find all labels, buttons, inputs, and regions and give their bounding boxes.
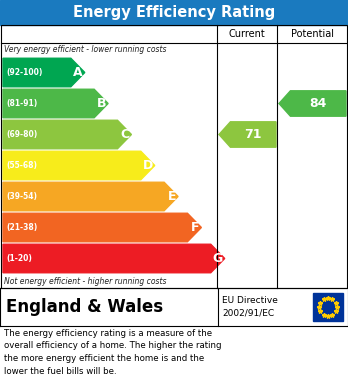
Text: England & Wales: England & Wales <box>6 298 163 316</box>
Text: Current: Current <box>229 29 266 39</box>
Text: (55-68): (55-68) <box>6 161 37 170</box>
Text: (81-91): (81-91) <box>6 99 37 108</box>
Polygon shape <box>3 120 132 149</box>
Text: 71: 71 <box>244 128 262 141</box>
Polygon shape <box>3 89 108 118</box>
Text: C: C <box>120 128 129 141</box>
Text: (92-100): (92-100) <box>6 68 42 77</box>
Bar <box>1 25 347 288</box>
Text: E: E <box>168 190 176 203</box>
Text: (1-20): (1-20) <box>6 254 32 263</box>
Polygon shape <box>3 58 85 87</box>
Bar <box>0 0 348 25</box>
Text: D: D <box>142 159 153 172</box>
Polygon shape <box>3 151 155 180</box>
Polygon shape <box>3 182 178 211</box>
Text: (39-54): (39-54) <box>6 192 37 201</box>
Text: (21-38): (21-38) <box>6 223 37 232</box>
Text: Very energy efficient - lower running costs: Very energy efficient - lower running co… <box>4 45 166 54</box>
Polygon shape <box>3 244 225 273</box>
Text: Not energy efficient - higher running costs: Not energy efficient - higher running co… <box>4 276 166 285</box>
Text: (69-80): (69-80) <box>6 130 37 139</box>
Polygon shape <box>219 122 276 147</box>
Text: G: G <box>213 252 223 265</box>
Text: A: A <box>73 66 83 79</box>
Text: The energy efficiency rating is a measure of the
overall efficiency of a home. T: The energy efficiency rating is a measur… <box>4 329 221 375</box>
Text: Energy Efficiency Rating: Energy Efficiency Rating <box>73 5 275 20</box>
Bar <box>313 293 343 321</box>
Text: Potential: Potential <box>291 29 333 39</box>
Polygon shape <box>3 213 201 242</box>
Text: EU Directive
2002/91/EC: EU Directive 2002/91/EC <box>222 296 278 318</box>
Polygon shape <box>279 91 346 116</box>
Bar <box>0 288 348 326</box>
Text: 84: 84 <box>309 97 327 110</box>
Text: B: B <box>97 97 106 110</box>
Text: F: F <box>191 221 199 234</box>
